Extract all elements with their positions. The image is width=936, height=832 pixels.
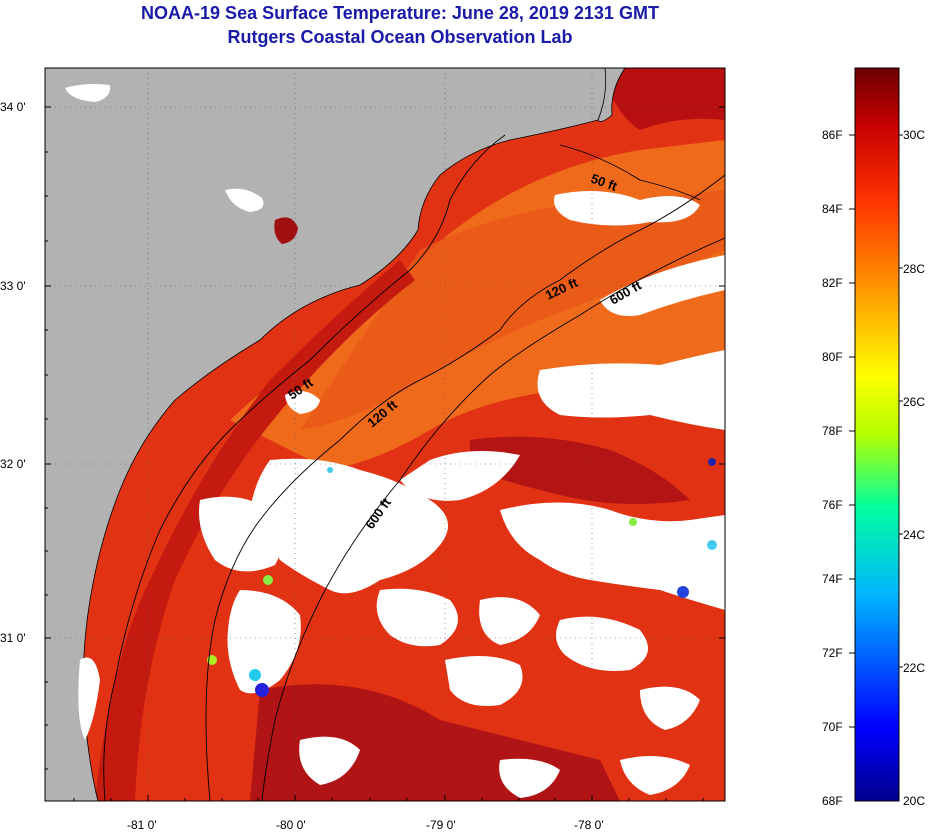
cbar-f-70: 70F (822, 720, 843, 734)
sst-cool-spots (207, 458, 717, 697)
lon-label-80: -80 0' (276, 818, 306, 832)
cbar-f-68: 68F (822, 794, 843, 808)
cbar-f-76: 76F (822, 498, 843, 512)
cbar-c-20: 20C (903, 794, 925, 808)
colorbar-ticks (849, 134, 903, 728)
colorbar-celsius-axis: 30C 28C 26C 24C 22C 20C (903, 128, 925, 808)
lon-label-79: -79 0' (426, 818, 456, 832)
lat-label-32: 32 0' (0, 457, 26, 471)
cbar-f-86: 86F (822, 128, 843, 142)
map-subtitle: Rutgers Coastal Ocean Observation Lab (227, 27, 573, 47)
map-frame (44, 67, 726, 802)
cbar-c-22: 22C (903, 661, 925, 675)
map-title: NOAA-19 Sea Surface Temperature: June 28… (141, 3, 659, 23)
cbar-f-80: 80F (822, 350, 843, 364)
sst-coastal-hot-strip (95, 260, 415, 801)
sst-hot-patch-north (600, 68, 725, 130)
lat-label-31: 31 0' (0, 631, 26, 645)
cbar-f-78: 78F (822, 424, 843, 438)
map-plot-area: 50 ft 120 ft 600 ft 50 ft 120 ft 600 ft (45, 68, 725, 801)
cbar-f-82: 82F (822, 276, 843, 290)
cbar-c-26: 26C (903, 395, 925, 409)
graticule (45, 68, 725, 801)
contour-50ft (103, 134, 701, 801)
contour-120ft (205, 174, 725, 801)
cloud-mask (78, 191, 725, 798)
lon-label-81: -81 0' (127, 818, 157, 832)
lat-label-33: 33 0' (0, 279, 26, 293)
cbar-c-30: 30C (903, 128, 925, 142)
lon-label-78: -78 0' (574, 818, 604, 832)
frame-ticks (45, 106, 725, 801)
cloud-mask-inland (225, 188, 264, 212)
lat-label-34: 34 0' (0, 100, 26, 114)
cloud-mask-inland-2 (65, 84, 111, 102)
cbar-f-84: 84F (822, 202, 843, 216)
colorbar (854, 67, 900, 802)
depth-contours (103, 134, 725, 801)
sst-hot-spot-inland (274, 217, 298, 244)
contour-600ft (261, 237, 725, 801)
sst-offshore-warm-band (300, 190, 725, 430)
cbar-c-28: 28C (903, 262, 925, 276)
colorbar-fahrenheit-axis: 86F 84F 82F 80F 78F 76F 74F 72F 70F 68F (822, 128, 843, 808)
cbar-f-72: 72F (822, 646, 843, 660)
cbar-f-74: 74F (822, 572, 843, 586)
cbar-c-24: 24C (903, 528, 925, 542)
land-cape-fear (597, 68, 626, 123)
sst-hot-patch-central (470, 436, 690, 504)
